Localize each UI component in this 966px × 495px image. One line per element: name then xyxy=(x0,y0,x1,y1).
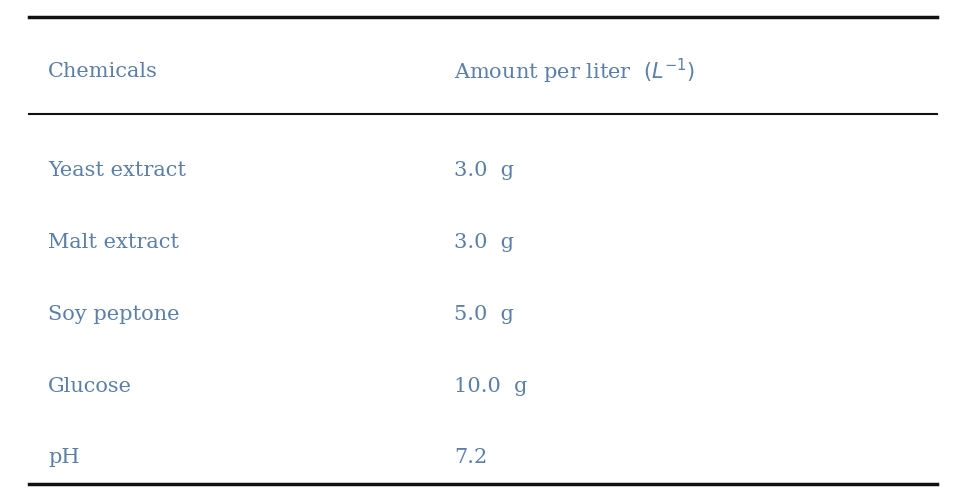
Text: Malt extract: Malt extract xyxy=(48,233,180,252)
Text: 7.2: 7.2 xyxy=(454,448,487,467)
Text: Chemicals: Chemicals xyxy=(48,62,158,81)
Text: 3.0  g: 3.0 g xyxy=(454,161,514,180)
Text: pH: pH xyxy=(48,448,80,467)
Text: 10.0  g: 10.0 g xyxy=(454,377,527,396)
Text: 3.0  g: 3.0 g xyxy=(454,233,514,252)
Text: Glucose: Glucose xyxy=(48,377,132,396)
Text: 5.0  g: 5.0 g xyxy=(454,305,514,324)
Text: Soy peptone: Soy peptone xyxy=(48,305,180,324)
Text: Yeast extract: Yeast extract xyxy=(48,161,186,180)
Text: Amount per liter  $(L^{-1})$: Amount per liter $(L^{-1})$ xyxy=(454,57,695,86)
